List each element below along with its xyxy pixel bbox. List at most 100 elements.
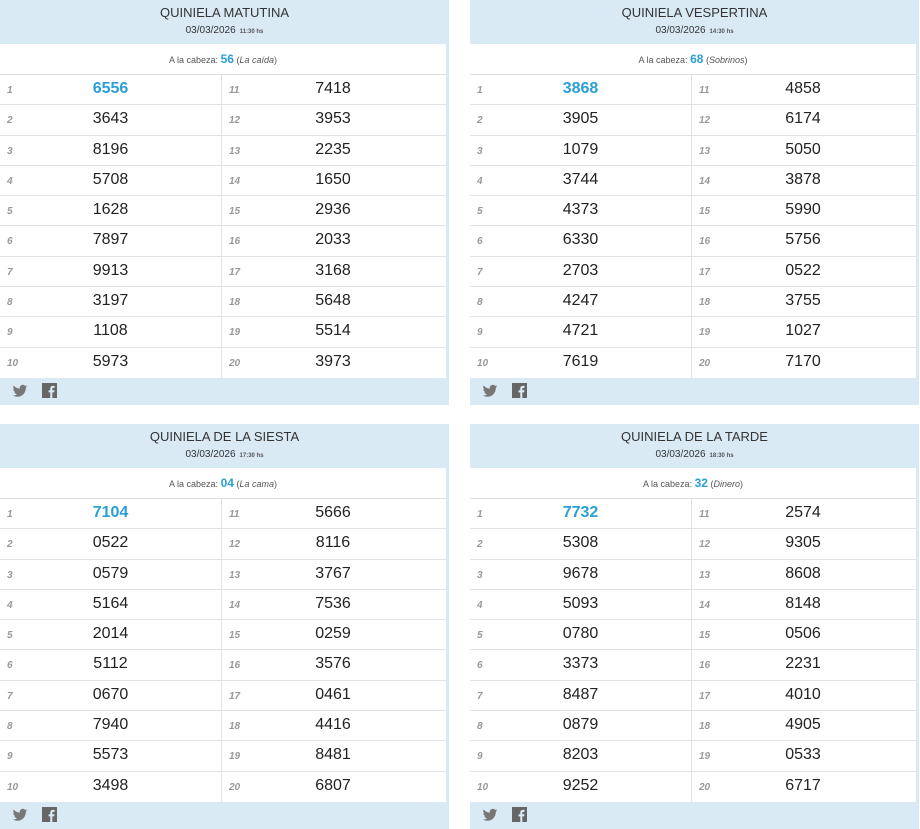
date-text: 03/03/2026 (655, 25, 706, 36)
result-row: 1 7104 11 5666 (0, 499, 446, 530)
drawn-number: 2231 (785, 655, 821, 673)
cabeza-row: A la cabeza: 04 (La cama) (0, 468, 446, 499)
position-number: 6 (7, 236, 13, 248)
result-row: 7 0670 17 0461 (0, 680, 446, 712)
facebook-icon[interactable] (42, 383, 58, 399)
result-cell: 19 1027 (692, 317, 914, 346)
drawn-number: 3953 (315, 110, 351, 128)
cabeza-label: A la cabeza: (169, 55, 219, 65)
result-row: 10 9252 20 6717 (470, 771, 916, 802)
share-footer (0, 378, 449, 405)
position-number: 3 (477, 569, 483, 581)
drawn-number: 8196 (92, 140, 129, 158)
result-cell: 8 4247 (470, 287, 692, 317)
position-number: 12 (229, 115, 241, 127)
draw-date: 03/03/2026 11:30 hs (0, 25, 449, 36)
drawn-number: 5308 (562, 534, 599, 552)
result-row: 9 4721 19 1027 (470, 317, 916, 348)
result-cell: 17 0461 (222, 681, 444, 710)
result-cell: 8 3197 (0, 287, 222, 317)
drawn-number: 4373 (562, 201, 599, 219)
position-number: 1 (477, 85, 483, 96)
result-cell: 2 3643 (0, 105, 222, 135)
drawn-number: 0780 (562, 625, 599, 643)
position-number: 18 (229, 297, 241, 309)
drawn-number: 1108 (93, 322, 128, 340)
panel-title: QUINIELA MATUTINA (159, 5, 290, 20)
twitter-icon[interactable] (482, 807, 498, 823)
drawn-number: 9678 (562, 564, 599, 582)
drawn-number: 7104 (92, 504, 129, 521)
drawn-number: 2703 (562, 261, 599, 279)
position-number: 17 (229, 690, 241, 702)
position-number: 19 (699, 327, 711, 339)
drawn-number: 5112 (93, 655, 128, 673)
drawn-number: 7536 (315, 594, 351, 612)
share-footer (470, 802, 919, 829)
position-number: 9 (477, 327, 483, 339)
result-row: 5 4373 15 5990 (470, 196, 916, 227)
position-number: 10 (477, 357, 489, 369)
position-number: 13 (699, 145, 711, 157)
result-cell: 8 7940 (0, 711, 222, 741)
result-cell: 20 7170 (692, 348, 914, 378)
position-number: 14 (699, 599, 711, 611)
share-footer (0, 802, 449, 829)
position-number: 14 (699, 175, 711, 187)
result-row: 7 2703 17 0522 (470, 256, 916, 288)
result-cell: 1 7732 (470, 499, 692, 529)
result-cell: 15 2936 (222, 196, 444, 225)
result-cell: 8 0879 (470, 711, 692, 741)
result-row: 1 3868 11 4858 (470, 75, 916, 106)
result-cell: 2 3905 (470, 105, 692, 135)
drawn-number: 7619 (562, 352, 599, 370)
position-number: 7 (7, 266, 13, 278)
result-row: 6 3373 16 2231 (470, 650, 916, 681)
twitter-icon[interactable] (12, 383, 28, 399)
position-number: 13 (229, 569, 241, 581)
cabeza-label: A la cabeza: (643, 479, 693, 489)
position-number: 15 (699, 206, 711, 218)
twitter-icon[interactable] (482, 383, 498, 399)
position-number: 11 (699, 509, 710, 520)
drawn-number: 2235 (315, 140, 351, 158)
position-number: 9 (7, 327, 13, 339)
drawn-number: 8487 (562, 685, 599, 703)
result-cell: 13 3767 (222, 560, 444, 589)
facebook-icon[interactable] (512, 807, 528, 823)
result-row: 8 0879 18 4905 (470, 711, 916, 742)
drawn-number: 0522 (92, 534, 129, 552)
results-body: A la cabeza: 04 (La cama) 1 7104 11 5666 2 052… (0, 468, 446, 802)
result-cell: 6 7897 (0, 226, 222, 256)
position-number: 4 (477, 175, 483, 187)
result-cell: 17 4010 (692, 681, 914, 710)
facebook-icon[interactable] (42, 807, 58, 823)
position-number: 18 (229, 721, 241, 733)
facebook-icon[interactable] (512, 383, 528, 399)
position-number: 3 (7, 145, 13, 157)
position-number: 8 (477, 721, 483, 733)
position-number: 20 (699, 781, 711, 793)
position-number: 18 (699, 721, 711, 733)
drawn-number: 0533 (785, 746, 821, 764)
position-number: 11 (229, 509, 240, 520)
panel-header: QUINIELA DE LA SIESTA 03/03/2026 17:30 hs (0, 424, 449, 468)
result-cell: 1 7104 (0, 499, 222, 529)
drawn-number: 0879 (562, 716, 599, 734)
drawn-number: 5973 (92, 352, 129, 370)
result-cell: 7 9913 (0, 256, 222, 287)
drawn-number: 3373 (562, 655, 599, 673)
result-cell: 12 8116 (222, 529, 444, 558)
result-cell: 5 4373 (470, 196, 692, 226)
drawn-number: 8203 (562, 746, 599, 764)
drawn-number: 6807 (315, 776, 351, 794)
result-cell: 11 7418 (222, 75, 444, 104)
date-text: 03/03/2026 (185, 25, 236, 36)
position-number: 16 (699, 660, 711, 672)
position-number: 20 (229, 357, 241, 369)
drawn-number: 0522 (785, 261, 821, 279)
drawn-number: 0461 (315, 685, 351, 703)
twitter-icon[interactable] (12, 807, 28, 823)
result-cell: 6 5112 (0, 650, 222, 680)
position-number: 5 (477, 630, 483, 642)
